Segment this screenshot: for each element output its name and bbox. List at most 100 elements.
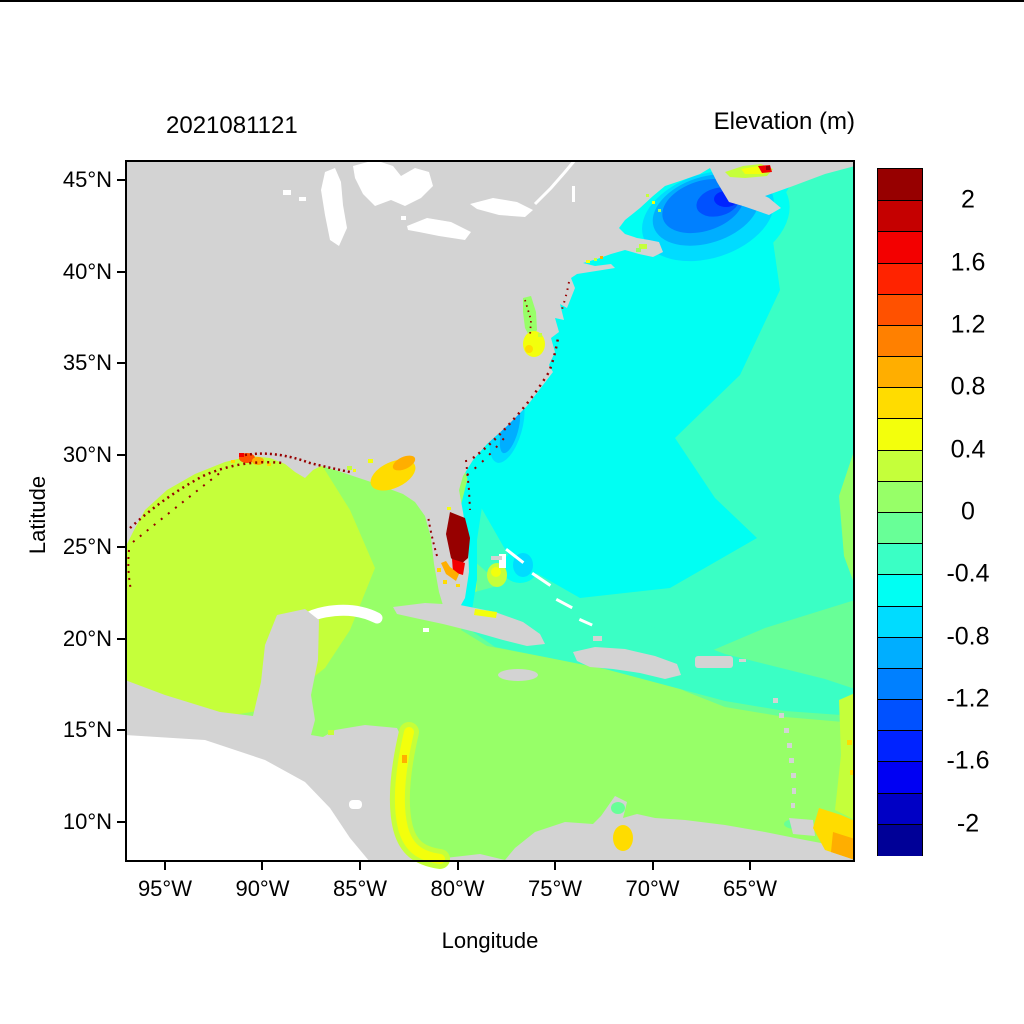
bahamas-sliver-1 [505, 548, 525, 564]
x-tick-label: 85°W [332, 876, 388, 901]
y-tick-label: 40°N [62, 258, 112, 284]
speckle-path-fl-west [427, 515, 438, 557]
east-edge-gold-dot-1 [847, 740, 852, 745]
colorbar-segment [878, 449, 922, 482]
land-nova-scotia [721, 188, 781, 215]
y-tick-label: 30°N [62, 442, 112, 468]
colorbar-tick-label: -0.4 [946, 559, 990, 588]
bahamas-sliver-2 [531, 572, 552, 587]
gulf-honduras-dot [328, 730, 334, 735]
x-tick-mark [456, 862, 459, 870]
longisland-speck-1 [586, 260, 590, 263]
y-tick-mark [117, 637, 125, 640]
florida-gold-dot-2 [443, 580, 447, 584]
colorbar-segment [878, 823, 922, 856]
map-layers [125, 159, 855, 869]
y-tick-label: 10°N [62, 809, 112, 834]
x-tick-label: 95°W [137, 876, 192, 901]
colorbar-segment [878, 200, 922, 233]
y-tick-mark [117, 362, 125, 365]
louisiana-gold-dot-2 [231, 460, 235, 463]
colorbar-tick-label: -1.2 [946, 684, 990, 713]
colorbar-segment [878, 387, 922, 420]
y-tick-mark [117, 178, 125, 181]
mobile-green-dot [347, 466, 352, 470]
lake-maracaibo-yellow [613, 825, 633, 851]
colorbar-segment [878, 293, 922, 326]
colorbar-tick-label: -0.8 [946, 622, 990, 651]
y-tick-label: 35°N [62, 350, 112, 376]
speckle-path-fl-dense [455, 519, 462, 561]
pamlico-green-dot [538, 333, 542, 337]
coastal-wetting-speckles [127, 281, 570, 591]
great-lakes [283, 159, 577, 246]
colorbar-segment [878, 699, 922, 732]
colorbar-tick-label: 1.6 [950, 248, 986, 277]
x-tick-mark [554, 862, 557, 870]
florida-darkred-blob [446, 512, 470, 566]
lake-michigan [321, 168, 347, 246]
colorbar-segment [878, 231, 922, 264]
colorbar-tick-label: -2 [956, 809, 980, 838]
plot-frame [125, 160, 855, 862]
island-cuba [393, 603, 545, 646]
y-tick-label: 25°N [62, 533, 112, 559]
lake-huron [353, 160, 433, 206]
colorbar-segment [878, 761, 922, 794]
antilles-3 [784, 728, 789, 733]
antilles-4 [787, 743, 792, 748]
se-corner-orange-blob [831, 832, 855, 860]
ocean-band-bahamas-turquoise [469, 580, 855, 716]
island-jamaica [498, 669, 538, 681]
florida-orange-arc [441, 561, 459, 581]
gulf-venezuela-teal [611, 802, 625, 814]
bahamas-sliver-4 [578, 618, 593, 627]
colorbar-tick-label: -1.6 [946, 746, 990, 775]
east-edge-gold-dot-2 [850, 770, 855, 775]
lake-champlain [572, 186, 575, 202]
colorbar-tick-label: 1.2 [950, 310, 986, 339]
island-grand-bahama [491, 556, 502, 560]
island-puerto-rico [695, 656, 733, 668]
colorbar-title: Elevation (m) [713, 108, 855, 135]
lake-ontario [470, 198, 533, 217]
x-tick-label: 75°W [528, 876, 583, 901]
speckle-path-fl-east [465, 459, 471, 511]
islands [393, 548, 796, 808]
colorbar-segment [878, 512, 922, 545]
island-trinidad [789, 818, 815, 836]
antilles-2 [779, 713, 784, 718]
speckle-path-mexico [127, 549, 132, 591]
y-tick-mark [117, 545, 125, 548]
bahamas-sliver-3 [555, 597, 573, 610]
colorbar-tick-label: 0 [961, 497, 975, 526]
cuba-north-yellow-strip [474, 609, 497, 618]
colorbar-segment [878, 418, 922, 451]
speckle-path-texas-2 [132, 471, 222, 543]
island-hispaniola [573, 647, 681, 679]
colorbar-segment [878, 356, 922, 389]
colorbar-segment [878, 792, 922, 825]
florida-surge-maximum [437, 507, 470, 587]
x-tick-label: 70°W [625, 876, 680, 901]
land-north-america [125, 160, 855, 612]
apalachee-orange-rim [392, 455, 416, 471]
mobile-yellow-dot [353, 469, 356, 472]
antilles-7 [792, 788, 796, 794]
speckle-path-chesapeake [524, 299, 532, 337]
x-tick-mark [163, 862, 166, 870]
speckle-path-se-coast-1 [472, 337, 560, 459]
timestamp-title: 2021081121 [166, 112, 298, 139]
capecod-green-patch [639, 244, 647, 249]
fundy-darkred-dot [766, 166, 770, 170]
lake-st-clair [401, 216, 406, 220]
colorbar-segment [878, 574, 922, 607]
antilles-5 [789, 758, 794, 763]
small-lake-1 [283, 190, 291, 195]
x-tick-label: 80°W [430, 876, 485, 901]
mosquito-orange-dot [402, 755, 407, 763]
colorbar-segment [878, 636, 922, 669]
capecod-green2-patch [636, 248, 641, 252]
colorbar-tick-label: 0.4 [950, 435, 986, 464]
